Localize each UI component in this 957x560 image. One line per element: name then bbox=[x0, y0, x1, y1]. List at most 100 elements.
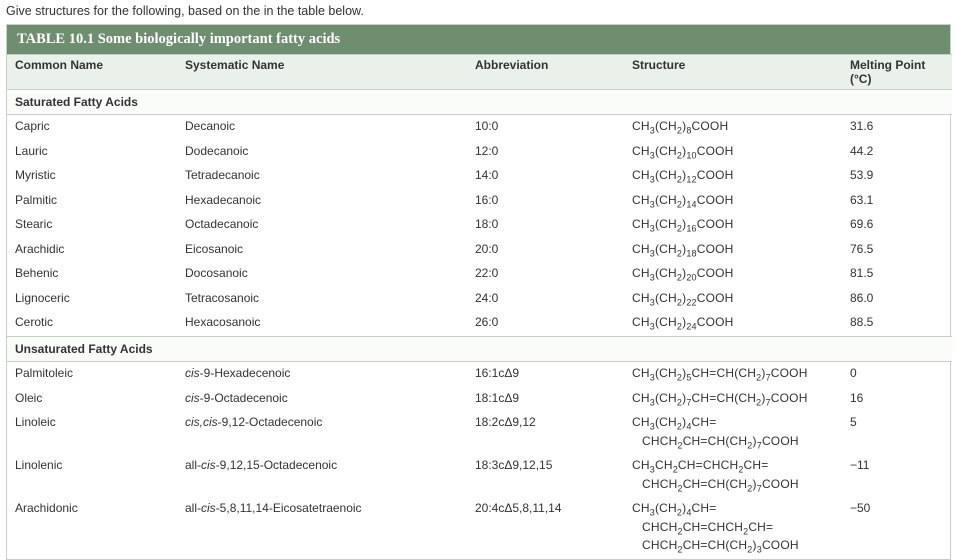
cell-common: Oleic bbox=[7, 387, 177, 412]
cell-common: Linolenic bbox=[7, 454, 177, 497]
cell-structure: CH3CH2CH=CHCH2CH=CHCH2CH=CH(CH2)7COOH bbox=[624, 454, 842, 497]
cell-systematic: all-cis-9,12,15-Octadecenoic bbox=[177, 454, 467, 497]
table-row: Palmitoleiccis-9-Hexadecenoic16:1cΔ9CH3(… bbox=[7, 362, 952, 387]
table-row: StearicOctadecanoic18:0CH3(CH2)16COOH69.… bbox=[7, 213, 952, 238]
cell-structure: CH3(CH2)4CH=CHCH2CH=CHCH2CH=CHCH2CH=CH(C… bbox=[624, 497, 842, 559]
cell-mp: 69.6 bbox=[842, 213, 952, 238]
cell-systematic: cis-9-Octadecenoic bbox=[177, 387, 467, 412]
table-title-bar: TABLE 10.1 Some biologically important f… bbox=[7, 25, 950, 54]
cell-abbrev: 14:0 bbox=[467, 164, 624, 189]
cell-common: Arachidic bbox=[7, 238, 177, 263]
table-row: PalmiticHexadecanoic16:0CH3(CH2)14COOH63… bbox=[7, 189, 952, 214]
cell-structure: CH3(CH2)22COOH bbox=[624, 287, 842, 312]
cell-systematic: Octadecanoic bbox=[177, 213, 467, 238]
cell-common: Lignoceric bbox=[7, 287, 177, 312]
cell-systematic: Dodecanoic bbox=[177, 140, 467, 165]
cell-systematic: cis-9-Hexadecenoic bbox=[177, 362, 467, 387]
cell-mp: −11 bbox=[842, 454, 952, 497]
table-body: Saturated Fatty AcidsCapricDecanoic10:0C… bbox=[7, 90, 952, 559]
cell-mp: 86.0 bbox=[842, 287, 952, 312]
table-header-row: Common Name Systematic Name Abbreviation… bbox=[7, 55, 952, 90]
section-label: Saturated Fatty Acids bbox=[7, 90, 952, 115]
cell-systematic: all-cis-5,8,11,14-Eicosatetraenoic bbox=[177, 497, 467, 559]
cell-abbrev: 10:0 bbox=[467, 115, 624, 140]
cell-systematic: Tetracosanoic bbox=[177, 287, 467, 312]
cell-common: Cerotic bbox=[7, 311, 177, 336]
table-row: Linolenicall-cis-9,12,15-Octadecenoic18:… bbox=[7, 454, 952, 497]
cell-common: Stearic bbox=[7, 213, 177, 238]
col-melting-point: Melting Point (°C) bbox=[842, 55, 952, 90]
cell-abbrev: 20:4cΔ5,8,11,14 bbox=[467, 497, 624, 559]
intro-text: Give structures for the following, based… bbox=[0, 0, 957, 24]
cell-systematic: Hexadecanoic bbox=[177, 189, 467, 214]
cell-structure: CH3(CH2)20COOH bbox=[624, 262, 842, 287]
cell-common: Linoleic bbox=[7, 411, 177, 454]
cell-abbrev: 18:1cΔ9 bbox=[467, 387, 624, 412]
cell-mp: 31.6 bbox=[842, 115, 952, 140]
cell-mp: 81.5 bbox=[842, 262, 952, 287]
table-row: LauricDodecanoic12:0CH3(CH2)10COOH44.2 bbox=[7, 140, 952, 165]
cell-structure: CH3(CH2)16COOH bbox=[624, 213, 842, 238]
table-row: MyristicTetradecanoic14:0CH3(CH2)12COOH5… bbox=[7, 164, 952, 189]
section-label: Unsaturated Fatty Acids bbox=[7, 336, 952, 361]
cell-structure: CH3(CH2)24COOH bbox=[624, 311, 842, 336]
cell-abbrev: 24:0 bbox=[467, 287, 624, 312]
cell-structure: CH3(CH2)12COOH bbox=[624, 164, 842, 189]
cell-systematic: Hexacosanoic bbox=[177, 311, 467, 336]
cell-mp: 5 bbox=[842, 411, 952, 454]
cell-structure: CH3(CH2)7CH=CH(CH2)7COOH bbox=[624, 387, 842, 412]
cell-abbrev: 22:0 bbox=[467, 262, 624, 287]
table-container: TABLE 10.1 Some biologically important f… bbox=[6, 24, 951, 560]
cell-common: Myristic bbox=[7, 164, 177, 189]
section-row: Saturated Fatty Acids bbox=[7, 90, 952, 115]
cell-common: Palmitoleic bbox=[7, 362, 177, 387]
cell-mp: 0 bbox=[842, 362, 952, 387]
table-number: TABLE 10.1 bbox=[17, 31, 94, 47]
cell-abbrev: 20:0 bbox=[467, 238, 624, 263]
cell-systematic: Decanoic bbox=[177, 115, 467, 140]
table-row: Oleiccis-9-Octadecenoic18:1cΔ9CH3(CH2)7C… bbox=[7, 387, 952, 412]
cell-abbrev: 26:0 bbox=[467, 311, 624, 336]
cell-structure: CH3(CH2)4CH=CHCH2CH=CH(CH2)7COOH bbox=[624, 411, 842, 454]
cell-mp: 44.2 bbox=[842, 140, 952, 165]
cell-systematic: Tetradecanoic bbox=[177, 164, 467, 189]
col-structure: Structure bbox=[624, 55, 842, 90]
cell-systematic: cis,cis-9,12-Octadecenoic bbox=[177, 411, 467, 454]
cell-mp: 76.5 bbox=[842, 238, 952, 263]
cell-systematic: Eicosanoic bbox=[177, 238, 467, 263]
col-abbrev: Abbreviation bbox=[467, 55, 624, 90]
cell-abbrev: 16:0 bbox=[467, 189, 624, 214]
table-row: Arachidonicall-cis-5,8,11,14-Eicosatetra… bbox=[7, 497, 952, 559]
table-row: Linoleiccis,cis-9,12-Octadecenoic18:2cΔ9… bbox=[7, 411, 952, 454]
cell-mp: 53.9 bbox=[842, 164, 952, 189]
cell-common: Lauric bbox=[7, 140, 177, 165]
cell-abbrev: 16:1cΔ9 bbox=[467, 362, 624, 387]
cell-structure: CH3(CH2)18COOH bbox=[624, 238, 842, 263]
col-systematic: Systematic Name bbox=[177, 55, 467, 90]
table-row: CapricDecanoic10:0CH3(CH2)8COOH31.6 bbox=[7, 115, 952, 140]
table-row: ArachidicEicosanoic20:0CH3(CH2)18COOH76.… bbox=[7, 238, 952, 263]
cell-structure: CH3(CH2)8COOH bbox=[624, 115, 842, 140]
cell-common: Behenic bbox=[7, 262, 177, 287]
cell-abbrev: 12:0 bbox=[467, 140, 624, 165]
cell-abbrev: 18:3cΔ9,12,15 bbox=[467, 454, 624, 497]
cell-abbrev: 18:0 bbox=[467, 213, 624, 238]
section-row: Unsaturated Fatty Acids bbox=[7, 336, 952, 361]
col-common: Common Name bbox=[7, 55, 177, 90]
cell-structure: CH3(CH2)14COOH bbox=[624, 189, 842, 214]
cell-abbrev: 18:2cΔ9,12 bbox=[467, 411, 624, 454]
table-row: BehenicDocosanoic22:0CH3(CH2)20COOH81.5 bbox=[7, 262, 952, 287]
cell-mp: −50 bbox=[842, 497, 952, 559]
cell-mp: 16 bbox=[842, 387, 952, 412]
cell-mp: 88.5 bbox=[842, 311, 952, 336]
cell-structure: CH3(CH2)5CH=CH(CH2)7COOH bbox=[624, 362, 842, 387]
cell-mp: 63.1 bbox=[842, 189, 952, 214]
table-title-text: Some biologically important fatty acids bbox=[98, 31, 340, 47]
cell-common: Capric bbox=[7, 115, 177, 140]
cell-structure: CH3(CH2)10COOH bbox=[624, 140, 842, 165]
fatty-acids-table: Common Name Systematic Name Abbreviation… bbox=[7, 54, 952, 559]
table-row: LignocericTetracosanoic24:0CH3(CH2)22COO… bbox=[7, 287, 952, 312]
cell-common: Arachidonic bbox=[7, 497, 177, 559]
cell-common: Palmitic bbox=[7, 189, 177, 214]
table-row: CeroticHexacosanoic26:0CH3(CH2)24COOH88.… bbox=[7, 311, 952, 336]
